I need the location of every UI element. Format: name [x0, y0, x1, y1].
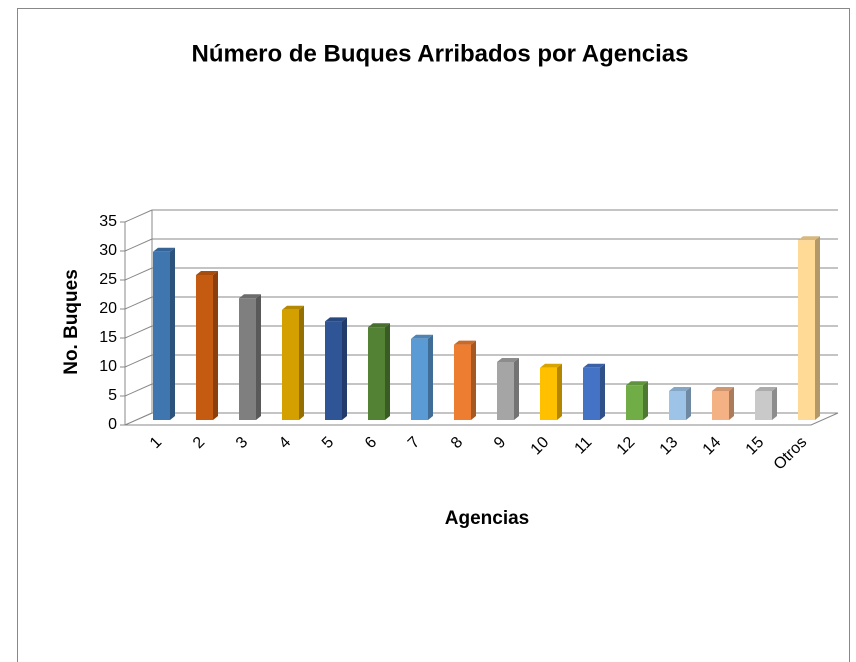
bar-side	[686, 387, 691, 420]
grid-line	[124, 383, 153, 397]
bar-top	[411, 334, 433, 339]
bar-side	[514, 358, 519, 420]
bar	[153, 247, 175, 420]
bar-top	[583, 363, 605, 368]
bar	[454, 340, 476, 420]
bar	[325, 317, 347, 420]
bar	[239, 294, 261, 420]
chart-border	[17, 8, 850, 662]
grid-line	[124, 325, 153, 339]
y-tick-label: 0	[108, 416, 117, 433]
bar-side	[729, 387, 734, 420]
bar	[540, 363, 562, 420]
chart-title: Número de Buques Arribados por Agencias	[192, 40, 689, 67]
y-axis-title: No. Buques	[61, 269, 82, 375]
bar-side	[772, 387, 777, 420]
bar-side	[557, 363, 562, 420]
bar-front	[282, 309, 299, 420]
y-tick-label: 20	[99, 300, 117, 317]
bar-top	[368, 323, 390, 328]
bar-side	[600, 363, 605, 420]
bar-side	[471, 340, 476, 420]
bar-side	[643, 381, 648, 420]
bar-front	[712, 391, 729, 420]
bar-side	[213, 271, 218, 420]
bar	[282, 305, 304, 420]
bar-front	[540, 367, 557, 420]
x-axis-title: Agencias	[445, 508, 529, 529]
bar-front	[368, 327, 385, 420]
grid-line	[124, 412, 153, 426]
bar	[755, 387, 777, 420]
bar-front	[239, 298, 256, 420]
bar-front	[798, 240, 815, 420]
bar	[368, 323, 390, 420]
bar	[669, 387, 691, 420]
bar-top	[712, 387, 734, 391]
bar-side	[342, 317, 347, 420]
bar-side	[170, 247, 175, 420]
y-tick-label: 30	[99, 242, 117, 259]
bar	[798, 236, 820, 420]
bar-front	[411, 338, 428, 420]
bar-top	[497, 358, 519, 362]
bar-front	[196, 275, 213, 420]
bar-top	[540, 363, 562, 368]
grid-line	[124, 267, 153, 281]
y-tick-label: 5	[108, 387, 117, 404]
bar-front	[497, 362, 514, 420]
bar	[583, 363, 605, 420]
y-tick-label: 25	[99, 271, 117, 288]
grid-line	[124, 296, 153, 310]
bar-front	[626, 385, 643, 420]
bar-top	[669, 387, 691, 391]
grid-line	[124, 238, 153, 252]
grid-line	[124, 354, 153, 368]
bar	[626, 381, 648, 420]
bar-top	[153, 247, 175, 252]
bar-top	[239, 294, 261, 299]
y-tick-label: 15	[99, 329, 117, 346]
bar-top	[626, 381, 648, 386]
grid-line	[124, 209, 153, 223]
bar-top	[282, 305, 304, 310]
bar	[712, 387, 734, 420]
bar-top	[454, 340, 476, 345]
bar-side	[385, 323, 390, 420]
bar-top	[325, 317, 347, 322]
bar	[196, 271, 218, 420]
bar-front	[153, 251, 170, 420]
y-tick-label: 35	[99, 213, 117, 230]
bar-side	[815, 236, 820, 420]
bar-side	[299, 305, 304, 420]
bar-front	[669, 391, 686, 420]
bar-front	[325, 321, 342, 420]
bar	[411, 334, 433, 420]
bar-top	[755, 387, 777, 391]
bar-side	[428, 334, 433, 420]
bar-front	[755, 391, 772, 420]
bar-side	[256, 294, 261, 420]
bar-front	[454, 344, 471, 420]
bar-front	[583, 367, 600, 420]
bar-top	[196, 271, 218, 275]
bar-top	[798, 236, 820, 241]
y-tick-label: 10	[99, 358, 117, 375]
bar	[497, 358, 519, 420]
